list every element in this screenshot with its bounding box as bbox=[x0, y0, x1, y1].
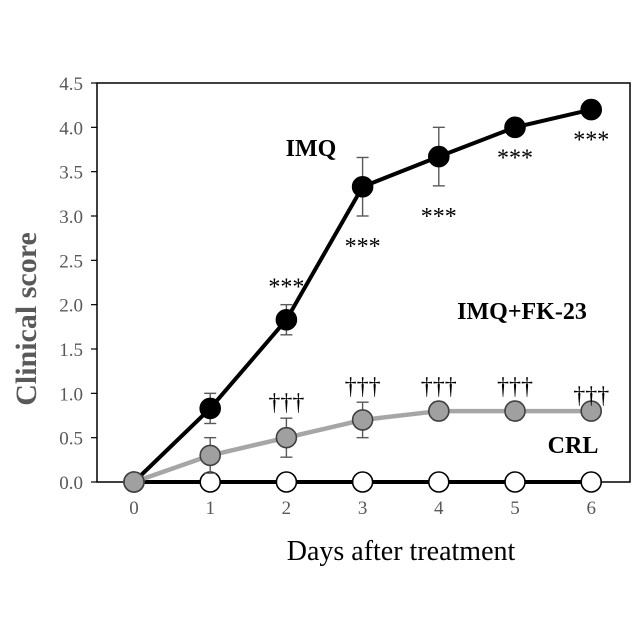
series-label-imq-fk23: IMQ+FK-23 bbox=[457, 299, 587, 325]
data-point-imq-fk23 bbox=[353, 410, 373, 430]
dagger-annotation: ††† bbox=[497, 374, 533, 400]
data-point-imq bbox=[429, 147, 449, 167]
dagger-annotation: ††† bbox=[268, 390, 304, 416]
x-tick-label: 3 bbox=[358, 498, 368, 519]
series-label-crl: CRL bbox=[548, 433, 599, 459]
x-tick-label: 6 bbox=[586, 498, 596, 519]
dagger-annotation: ††† bbox=[573, 383, 609, 409]
y-tick-label: 2.0 bbox=[59, 296, 83, 317]
data-point-imq bbox=[276, 310, 296, 330]
data-point-imq bbox=[200, 398, 220, 418]
y-tick-label: 0.0 bbox=[59, 473, 83, 494]
y-tick-label: 1.5 bbox=[59, 340, 83, 361]
data-point-imq-fk23 bbox=[276, 428, 296, 448]
asterisk-annotation: *** bbox=[421, 204, 457, 230]
data-point-crl bbox=[353, 472, 373, 492]
x-tick-label: 0 bbox=[129, 498, 139, 519]
y-tick-label: 4.5 bbox=[59, 74, 83, 95]
y-axis-title: Clinical score bbox=[10, 232, 43, 406]
y-tick-label: 3.5 bbox=[59, 163, 83, 184]
asterisk-annotation: *** bbox=[573, 128, 609, 154]
data-point-crl bbox=[276, 472, 296, 492]
x-tick-label: 4 bbox=[434, 498, 444, 519]
series-label-imq: IMQ bbox=[286, 136, 337, 162]
data-point-imq bbox=[505, 117, 525, 137]
y-tick-label: 0.5 bbox=[59, 429, 83, 450]
x-tick-label: 1 bbox=[205, 498, 215, 519]
data-point-crl bbox=[429, 472, 449, 492]
asterisk-annotation: *** bbox=[345, 234, 381, 260]
y-tick-label: 1.0 bbox=[59, 384, 83, 405]
x-tick-label: 5 bbox=[510, 498, 520, 519]
data-point-imq bbox=[353, 177, 373, 197]
data-point-imq-fk23 bbox=[505, 401, 525, 421]
dagger-annotation: ††† bbox=[345, 374, 381, 400]
data-point-crl bbox=[200, 472, 220, 492]
asterisk-annotation: *** bbox=[497, 145, 533, 171]
dagger-annotation: ††† bbox=[421, 374, 457, 400]
y-tick-label: 4.0 bbox=[59, 118, 83, 139]
y-tick-label: 3.0 bbox=[59, 207, 83, 228]
data-point-imq bbox=[581, 100, 601, 120]
x-axis-title: Days after treatment bbox=[287, 536, 516, 567]
data-point-imq bbox=[124, 472, 144, 492]
data-point-imq-fk23 bbox=[429, 401, 449, 421]
y-tick-label: 2.5 bbox=[59, 251, 83, 272]
data-point-crl bbox=[581, 472, 601, 492]
data-point-imq-fk23 bbox=[200, 445, 220, 465]
data-point-crl bbox=[505, 472, 525, 492]
x-tick-label: 2 bbox=[282, 498, 292, 519]
asterisk-annotation: *** bbox=[268, 275, 304, 301]
